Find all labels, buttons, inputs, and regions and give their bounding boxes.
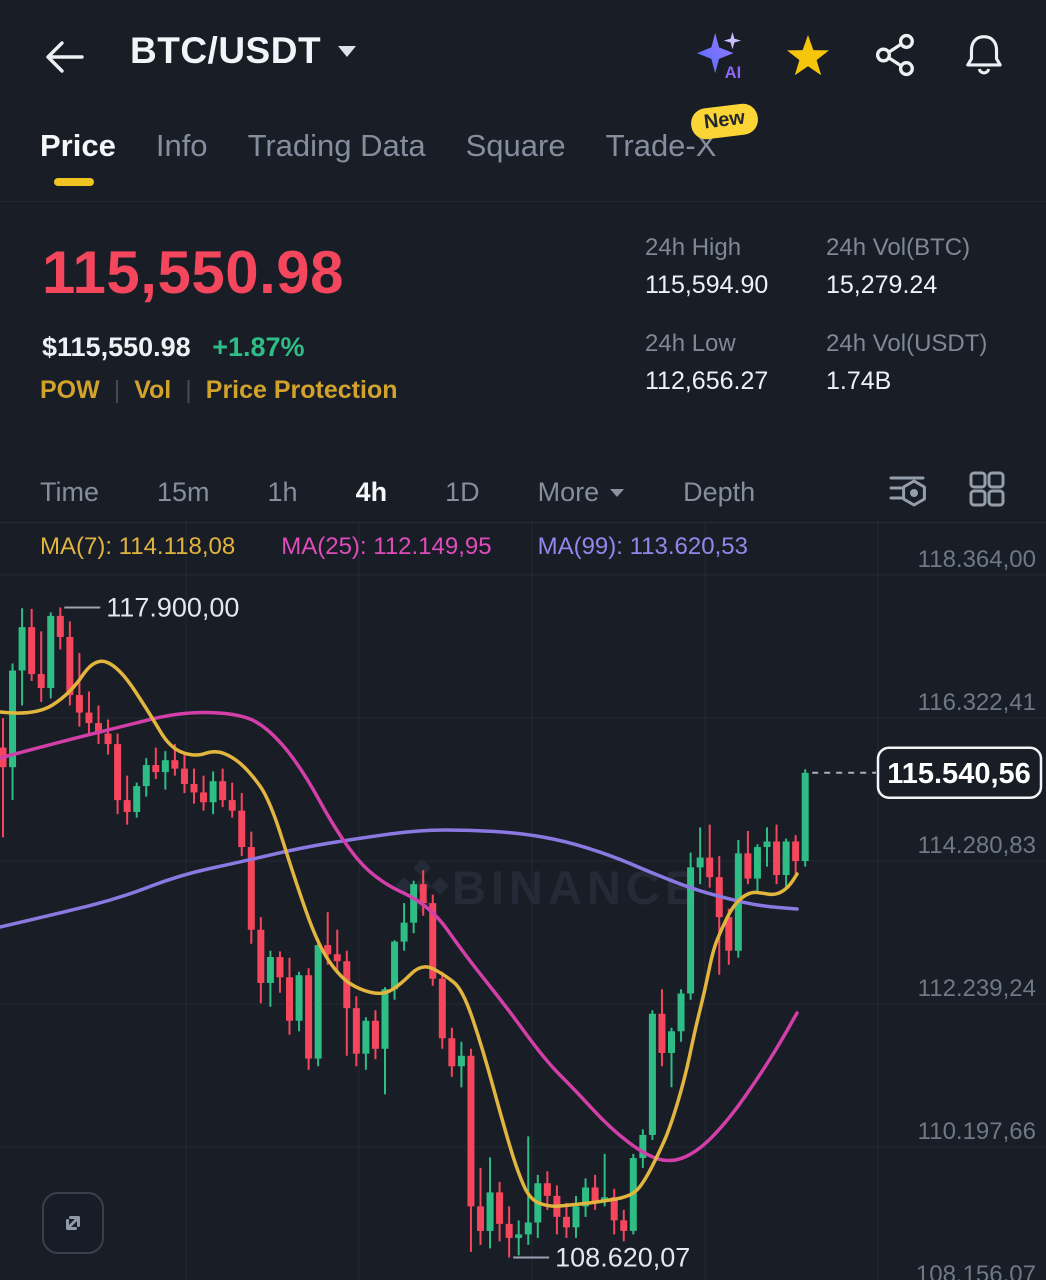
last-price: 115,550.98 <box>42 239 344 306</box>
gridlines <box>0 522 1046 1280</box>
tag-price-protection[interactable]: Price Protection <box>205 376 398 404</box>
svg-text:BINANCE: BINANCE <box>452 861 701 914</box>
chevron-down-icon <box>610 488 625 497</box>
svg-text:114.280,83: 114.280,83 <box>918 832 1036 859</box>
y-axis-labels: 118.364,00 116.322,41 114.280,83 112.239,24… <box>916 546 1036 1280</box>
chevron-down-icon <box>338 45 357 57</box>
low-price-annotation: 108.620,07 <box>513 1243 690 1273</box>
notification-bell-icon[interactable] <box>960 30 1008 80</box>
header-actions: AI <box>696 30 1008 81</box>
depth-button[interactable]: Depth <box>683 477 756 507</box>
stat-24h-high: 24h High 115,594.90 <box>645 234 826 300</box>
current-price-label <box>876 746 1043 800</box>
tab-info[interactable]: Info <box>156 128 208 186</box>
stat-label: 24h Low <box>645 330 736 357</box>
tab-square[interactable]: Square <box>466 128 566 186</box>
layout-grid-icon[interactable] <box>964 466 1010 519</box>
stat-24h-vol-usdt-: 24h Vol(USDT) 1.74B <box>826 330 987 396</box>
current-price-marker: 115.540,56 <box>812 746 1043 800</box>
tab-trading-data[interactable]: Trading Data <box>248 128 426 186</box>
interval-bar: Time 15m 1h 4h 1D More Depth <box>40 466 1010 519</box>
indicator-settings-icon[interactable] <box>884 466 930 519</box>
header-bar: BTC/USDT AI <box>0 24 1046 94</box>
legend-ma99: MA(99): 113.620,53 <box>537 533 748 560</box>
divider <box>0 201 1046 202</box>
stat-label: 24h Vol(USDT) <box>826 330 988 357</box>
interval-1h[interactable]: 1h <box>267 477 298 507</box>
svg-text:112.239,24: 112.239,24 <box>918 975 1036 1002</box>
page-title: BTC/USDT <box>130 30 322 71</box>
tab-bar: Price Info Trading Data Square Trade-X New <box>40 102 761 186</box>
fullscreen-expand-button[interactable] <box>42 1192 104 1254</box>
fiat-price-row: $115,550.98 +1.87% <box>42 332 305 363</box>
change-percent: +1.87% <box>212 332 305 362</box>
tab-label: Info <box>155 128 208 163</box>
stat-value: 1.74B <box>826 367 892 395</box>
new-badge: New <box>689 102 761 141</box>
legend-ma7: MA(7): 114.118,08 <box>40 533 236 560</box>
tag-vol[interactable]: Vol <box>134 376 172 404</box>
pair-selector[interactable]: BTC/USDT <box>130 30 357 72</box>
interval-1d[interactable]: 1D <box>445 477 480 507</box>
more-label: More <box>537 477 600 507</box>
arrow-left-icon <box>46 41 84 73</box>
candles <box>0 607 809 1258</box>
stat-label: 24h High <box>645 234 742 261</box>
tag-pow[interactable]: POW <box>40 376 100 404</box>
legend-ma25: MA(25): 112.149,95 <box>281 533 492 560</box>
favorite-star-icon[interactable] <box>784 30 832 80</box>
stat-label: 24h Vol(BTC) <box>826 234 971 261</box>
stat-24h-low: 24h Low 112,656.27 <box>645 330 826 396</box>
token-tags: POW | Vol | Price Protection <box>40 376 398 405</box>
binance-watermark: BINANCE <box>395 859 701 914</box>
back-button[interactable] <box>40 34 88 80</box>
expand-icon <box>66 1216 80 1230</box>
tab-trade-x[interactable]: Trade-X New <box>606 102 761 186</box>
share-icon[interactable] <box>872 30 920 80</box>
divider <box>0 522 1046 523</box>
stat-value: 15,279.24 <box>826 271 938 299</box>
svg-text:110.197,66: 110.197,66 <box>918 1118 1036 1145</box>
high-price-annotation: 117.900,00 <box>64 593 239 623</box>
ma7-line <box>0 659 799 1208</box>
tag-separator: | <box>113 376 121 404</box>
tab-label: Price <box>40 128 116 163</box>
svg-text:AI: AI <box>725 64 741 81</box>
interval-time[interactable]: Time <box>40 477 99 507</box>
tab-price[interactable]: Price <box>40 128 116 186</box>
svg-text:116.322,41: 116.322,41 <box>918 689 1036 716</box>
chart-tool-icons <box>884 466 1010 519</box>
svg-text:115.540,56: 115.540,56 <box>887 758 1031 790</box>
tab-label: Square <box>465 128 566 163</box>
stats-grid: 24h High 115,594.90 24h Vol(BTC) 15,279.24 2… <box>645 234 987 396</box>
stat-value: 112,656.27 <box>645 367 769 395</box>
stat-value: 115,594.90 <box>645 271 769 299</box>
price-chart[interactable]: BINANCE 117.900,00 108.620,07 118.364,00 116… <box>0 522 1046 1280</box>
tab-label: Trading Data <box>247 128 426 163</box>
tag-separator: | <box>185 376 192 404</box>
stat-24h-vol-btc-: 24h Vol(BTC) 15,279.24 <box>826 234 987 300</box>
svg-text:117.900,00: 117.900,00 <box>106 593 239 623</box>
svg-text:118.364,00: 118.364,00 <box>918 546 1036 573</box>
fiat-price: $115,550.98 <box>42 332 191 362</box>
interval-4h[interactable]: 4h <box>355 477 388 507</box>
svg-text:108.620,07: 108.620,07 <box>555 1243 690 1273</box>
svg-text:108.156,07: 108.156,07 <box>916 1261 1036 1280</box>
ma99-line <box>0 828 799 929</box>
interval-more-dropdown[interactable]: More <box>538 477 626 508</box>
interval-15m[interactable]: 15m <box>157 477 210 507</box>
ma25-line <box>0 710 799 1163</box>
ma-legend: MA(7): 114.118,08 MA(25): 112.149,95 MA(99… <box>40 533 748 561</box>
ai-assistant-icon[interactable]: AI <box>696 30 744 81</box>
